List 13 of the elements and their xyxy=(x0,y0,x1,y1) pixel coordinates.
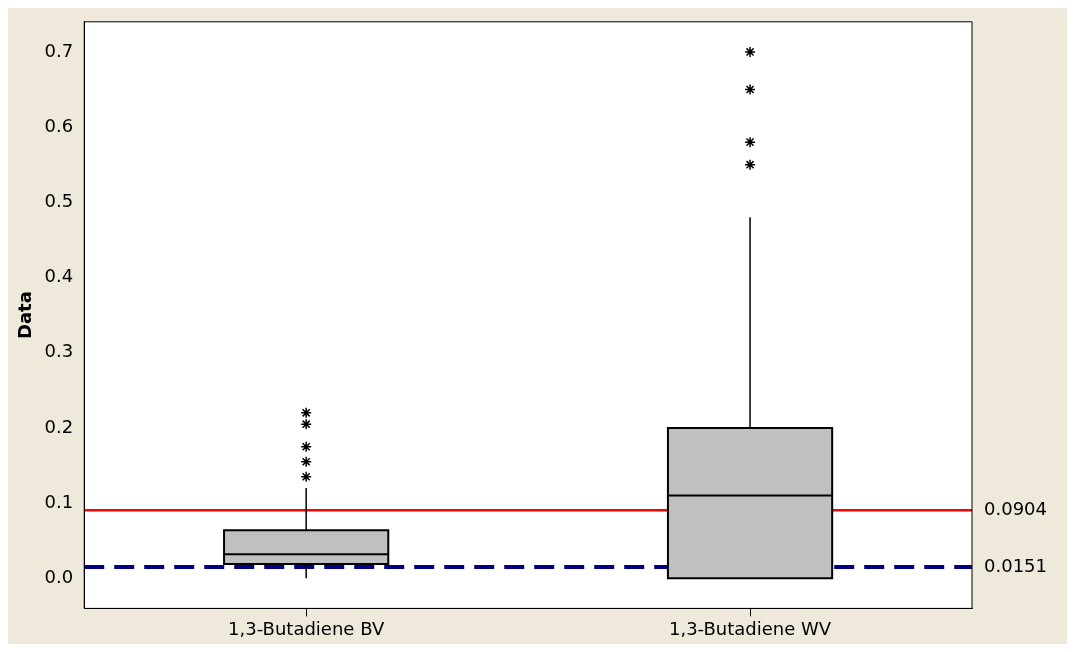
y-tick-label: 0.1 xyxy=(44,490,74,512)
y-tick-label: 0.7 xyxy=(44,39,74,61)
y-tick-label: 0.5 xyxy=(44,189,74,211)
x-tick-label: 1,3-Butadiene WV xyxy=(668,617,832,639)
y-tick-label: 0.3 xyxy=(44,340,74,362)
y-axis-title: Data xyxy=(14,291,36,340)
y-tick-label: 0.4 xyxy=(44,265,74,287)
ref-line-label: 0.0904 xyxy=(984,498,1047,519)
y-tick-label: 0.0 xyxy=(44,565,74,587)
ref-line-label: 0.0151 xyxy=(984,554,1047,576)
y-tick-label: 0.6 xyxy=(44,114,74,136)
x-tick-label: 1,3-Butadiene BV xyxy=(228,617,385,639)
y-tick-label: 0.2 xyxy=(44,415,74,437)
